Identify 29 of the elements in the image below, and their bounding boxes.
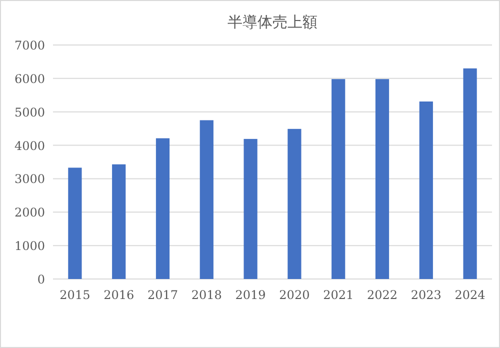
y-tick-label: 2000 (14, 206, 45, 220)
x-tick-label: 2022 (366, 288, 398, 302)
bar (68, 168, 82, 279)
y-tick-label: 3000 (14, 172, 45, 186)
x-tick-label: 2018 (191, 288, 222, 302)
x-tick-label: 2019 (235, 288, 266, 302)
bar (200, 120, 214, 279)
y-tick-label: 4000 (14, 138, 45, 153)
y-tick-label: 6000 (14, 72, 45, 86)
bar (288, 128, 302, 279)
bar (244, 138, 258, 279)
bar (463, 68, 477, 279)
y-tick-label: 7000 (14, 38, 45, 52)
bar (375, 79, 390, 279)
chart-title: 半導体売上額 (228, 13, 318, 31)
bar (332, 79, 346, 279)
x-tick-label: 2017 (147, 288, 178, 302)
y-tick-label: 1000 (14, 239, 45, 254)
x-tick-label: 2016 (104, 288, 134, 302)
bar (156, 138, 170, 279)
bar (112, 164, 126, 279)
x-tick-label: 2015 (60, 288, 90, 302)
x-tick-label: 2021 (323, 288, 354, 302)
x-tick-label: 2023 (410, 288, 442, 302)
x-tick-label: 2020 (279, 288, 310, 302)
y-tick-label: 5000 (14, 105, 45, 120)
y-tick-label: 0 (37, 272, 45, 286)
x-tick-label: 2024 (454, 288, 486, 302)
bar (419, 101, 433, 279)
